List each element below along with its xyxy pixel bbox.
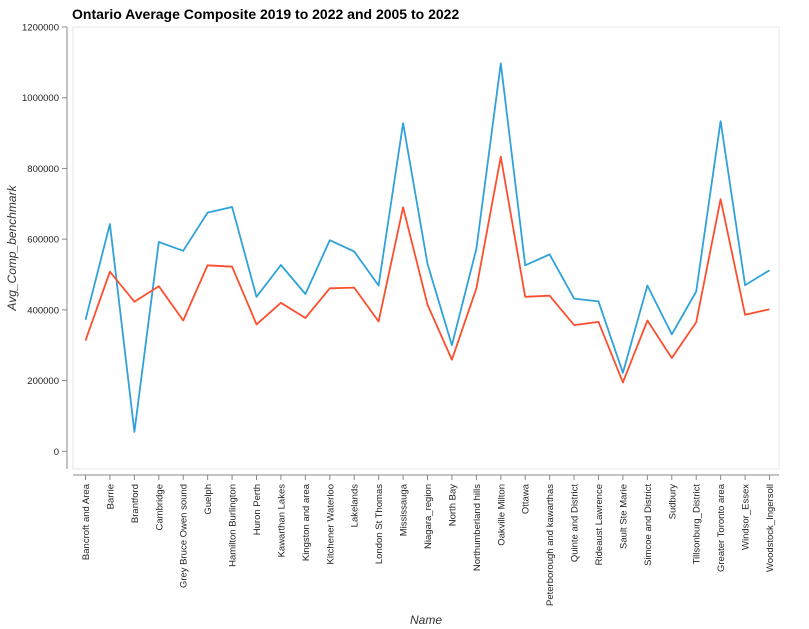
x-tick-label: Northumberland hills	[472, 484, 483, 571]
x-tick-label: North Bay	[447, 484, 458, 526]
y-axis: 0 200000 400000 600000 800000 1000000 1200000	[22, 23, 68, 469]
x-tick-label: Huron Perth	[252, 484, 263, 535]
y-axis-label: Avg_Comp_benchmark	[5, 184, 19, 311]
y-tick-label: 200000	[27, 376, 59, 387]
x-tick-label: Hamilton Burlington	[228, 484, 239, 567]
chart-title: Ontario Average Composite 2019 to 2022 a…	[72, 6, 459, 22]
y-tick-label: 600000	[27, 235, 59, 246]
x-tick-label: Bancroft and Area	[81, 483, 92, 560]
x-tick-label: Simcoe and District	[643, 484, 654, 566]
y-tick-label: 800000	[27, 164, 59, 175]
x-axis: Bancroft and Area Barrie Brantford Cambridg…	[73, 474, 779, 606]
x-tick-label: Niagara_region	[423, 484, 434, 549]
x-tick-label: Woodstock_Ingersoll	[765, 484, 776, 572]
series-line-2	[84, 155, 770, 384]
x-axis-label: Name	[410, 613, 442, 627]
x-tick-label: Lakelands	[350, 484, 361, 528]
x-tick-label: Kingston and area	[301, 483, 312, 561]
x-tick-label: Rideaust Lawrence	[594, 484, 605, 565]
x-tick-label: Grey Bruce Owen sound	[179, 484, 190, 588]
plot-frame	[72, 26, 780, 470]
x-tick-label: Mississauga	[399, 483, 410, 536]
x-tick-label: Cambridge	[154, 484, 165, 530]
x-tick-label: Peterborough and kawarthas	[545, 484, 556, 606]
y-tick-label: 0	[54, 447, 59, 458]
x-tick-label: Kitchener Waterloo	[325, 484, 336, 564]
x-tick-label: Ottawa	[521, 483, 532, 514]
x-tick-label: Sault Ste Marie	[618, 484, 629, 549]
x-tick-label: Kawarthan Lakes	[276, 484, 287, 558]
series-layer	[84, 62, 770, 433]
series-line-1	[84, 62, 770, 433]
x-tick-label: London St Thomas	[374, 484, 385, 564]
x-tick-label: Greater Toronto area	[716, 483, 727, 572]
x-tick-label: Oakville Milton	[496, 484, 507, 546]
y-tick-label: 1000000	[22, 93, 59, 104]
x-tick-label: Guelph	[203, 484, 214, 515]
x-tick-label: Brantford	[130, 484, 141, 523]
x-tick-label: Quinte and District	[570, 484, 581, 563]
x-tick-label: Tillsonburg_District	[692, 484, 703, 565]
x-tick-label: Windsor_Essex	[741, 484, 752, 550]
y-tick-label: 1200000	[22, 23, 59, 34]
y-tick-label: 400000	[27, 305, 59, 316]
x-tick-label: Barrie	[105, 484, 116, 509]
x-tick-label: Sudbury	[667, 484, 678, 520]
